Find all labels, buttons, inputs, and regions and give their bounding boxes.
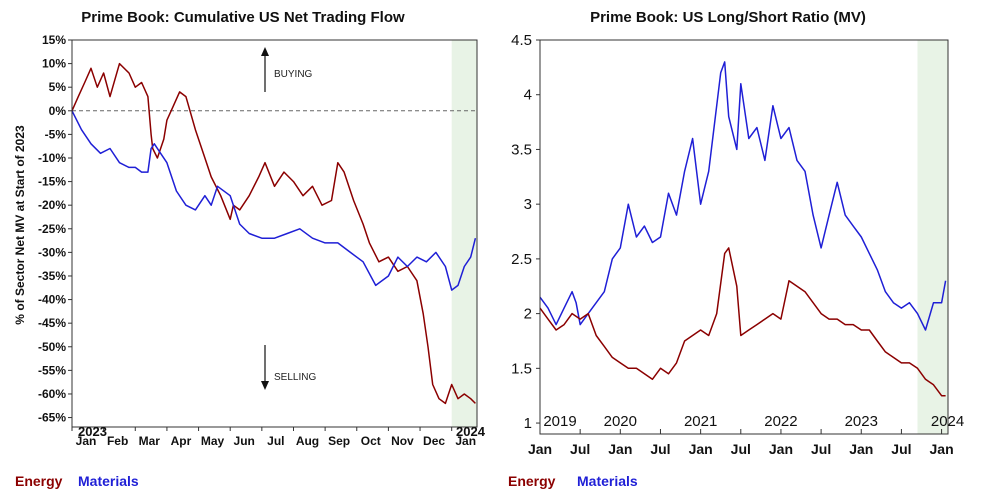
left-y-tick-label: -50% [38,340,66,354]
right-x-tick-label: Jul [570,441,590,457]
left-y-tick-label: -65% [38,411,66,425]
left-y-tick-label: -55% [38,363,66,377]
selling-label: SELLING [274,372,316,383]
left-year-label-start: 2023 [78,424,107,439]
left-y-tick-label: -40% [38,293,66,307]
left-y-tick-label: -35% [38,269,66,283]
left-x-tick-label: Mar [139,434,161,448]
right-legend-energy: Energy [508,473,556,489]
left-chart-title: Prime Book: Cumulative US Net Trading Fl… [81,9,405,26]
left-x-tick-label: Dec [423,434,445,448]
right-chart: Prime Book: US Long/Short Ratio (MV) 1 1.… [508,9,964,489]
left-x-tick-label: Jan [455,434,476,448]
left-y-tick-label: 15% [42,33,66,47]
left-y-tick-label: 10% [42,57,66,71]
right-x-tick-label: Jan [608,441,632,457]
right-y-tick-label: 4.5 [511,32,532,49]
right-x-tick-label: Jul [731,441,751,457]
right-x-tick-label: Jan [689,441,713,457]
right-year-label: 2021 [684,413,717,430]
left-y-tick-label: -15% [38,175,66,189]
right-x-tick-label: Jan [769,441,793,457]
left-plot-frame [71,39,478,428]
left-y-tick-label: -60% [38,387,66,401]
right-y-tick-label: 1 [524,415,532,432]
left-series-materials [71,110,477,291]
right-x-tick-label: Jan [930,441,954,457]
right-year-label: 2023 [845,413,878,430]
left-x-tick-label: Jun [234,434,255,448]
down-arrowhead-icon [261,381,269,390]
left-y-tick-label: -25% [38,222,66,236]
left-y-tick-label: -45% [38,316,66,330]
right-y-tick-label: 3 [524,196,532,213]
left-year-label-end: 2024 [456,424,486,439]
right-series-materials [539,61,947,331]
left-y-axis-label: % of Sector Net MV at Start of 2023 [13,125,27,325]
left-x-tick-label: Sep [328,434,350,448]
left-y-tick-label: -5% [45,127,67,141]
left-x-tick-label: Nov [391,434,414,448]
left-chart: Prime Book: Cumulative US Net Trading Fl… [13,9,486,489]
right-year-label: 2019 [543,413,576,430]
right-x-tick-label: Jan [849,441,873,457]
left-x-tick-label: Oct [361,434,381,448]
left-legend-materials: Materials [78,473,139,489]
right-year-labels: 2019 2020 2021 2022 2023 2024 [543,413,964,430]
right-y-tick-label: 3.5 [511,141,532,158]
right-x-tick-label: Jul [891,441,911,457]
left-y-tick-label: 5% [49,80,67,94]
right-year-label: 2024 [931,413,964,430]
right-y-tick-label: 1.5 [511,360,532,377]
left-series-energy [71,62,476,405]
right-shaded-region [917,40,948,434]
right-series-lines [539,61,947,397]
right-y-tick-label: 2 [524,306,532,323]
buying-label: BUYING [274,69,313,80]
left-y-tick-label: 0% [49,104,67,118]
right-y-tick-labels: 1 1.5 2 2.5 3 3.5 4 4.5 [511,32,540,432]
left-y-tick-labels: 15% 10% 5% 0% -5% -10% -15% -20% -25% -30% -35% -40… [38,33,72,425]
right-x-tick-label: Jul [811,441,831,457]
right-y-tick-label: 2.5 [511,251,532,268]
left-shaded-region [451,40,477,427]
right-x-tick-label: Jul [650,441,670,457]
right-series-energy [539,247,946,397]
right-x-tick-label: Jan [528,441,552,457]
left-x-tick-labels: Jan Feb Mar Apr May Jun Jul Aug Sep Oct Nov Dec Jan [71,427,476,448]
left-x-tick-label: May [201,434,225,448]
left-x-tick-label: Feb [107,434,128,448]
left-x-tick-label: Apr [171,434,192,448]
left-y-tick-label: -20% [38,198,66,212]
right-legend-materials: Materials [577,473,638,489]
left-series-lines [71,62,477,405]
right-chart-title: Prime Book: US Long/Short Ratio (MV) [590,9,866,26]
buying-annotation: BUYING [261,47,313,92]
left-y-tick-label: -30% [38,245,66,259]
left-x-tick-label: Jul [267,434,284,448]
right-x-tick-labels: Jan Jul Jan Jul Jan Jul Jan Jul Jan Jul Jan [528,429,954,457]
left-y-tick-label: -10% [38,151,66,165]
right-year-label: 2020 [604,413,637,430]
left-x-tick-label: Jan [76,434,97,448]
up-arrowhead-icon [261,47,269,56]
left-legend-energy: Energy [15,473,63,489]
right-year-label: 2022 [764,413,797,430]
right-y-tick-label: 4 [524,87,532,104]
left-x-tick-label: Aug [296,434,319,448]
selling-annotation: SELLING [261,345,316,390]
right-plot-frame [539,39,949,435]
